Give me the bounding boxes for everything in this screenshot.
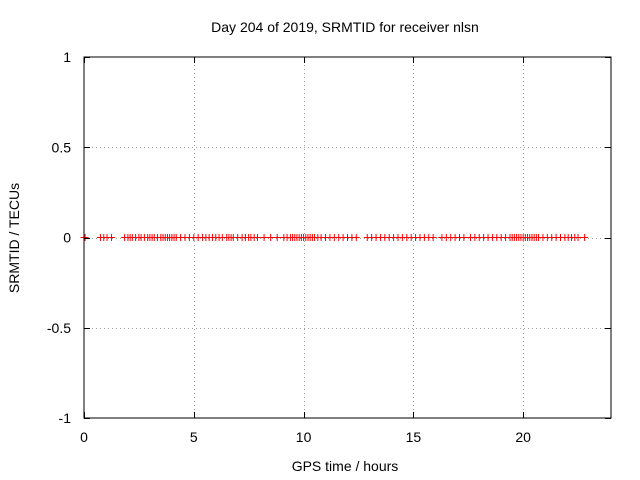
plot-frame xyxy=(83,56,612,419)
data-point xyxy=(460,234,468,241)
chart-title: Day 204 of 2019, SRMTID for receiver nls… xyxy=(211,19,479,35)
data-point xyxy=(107,234,115,241)
data-point xyxy=(429,234,437,241)
x-tick-label: 0 xyxy=(80,429,88,445)
x-tick-label: 20 xyxy=(515,429,531,445)
data-point xyxy=(260,234,268,241)
y-tick-label: 1 xyxy=(63,49,71,65)
data-point xyxy=(81,234,89,241)
y-tick-label: 0 xyxy=(63,230,71,246)
tick-labels: 0 5 10 15 20 -1 -0.5 0 0.5 1 xyxy=(47,49,531,445)
data-point xyxy=(574,234,582,241)
data-point xyxy=(581,234,589,241)
data-points xyxy=(80,234,589,241)
x-tick-label: 10 xyxy=(296,429,312,445)
y-tick-label: -1 xyxy=(59,410,72,426)
x-tick-label: 15 xyxy=(406,429,422,445)
data-point xyxy=(253,234,261,241)
y-axis-label: SRMTID / TECUs xyxy=(6,183,22,293)
data-point xyxy=(267,234,275,241)
y-tick-label: -0.5 xyxy=(47,320,71,336)
y-tick-label: 0.5 xyxy=(52,139,72,155)
axis-ticks xyxy=(84,57,611,419)
x-axis-label: GPS time / hours xyxy=(292,458,399,474)
x-tick-label: 5 xyxy=(190,429,198,445)
data-point xyxy=(352,234,360,241)
data-point xyxy=(273,234,281,241)
